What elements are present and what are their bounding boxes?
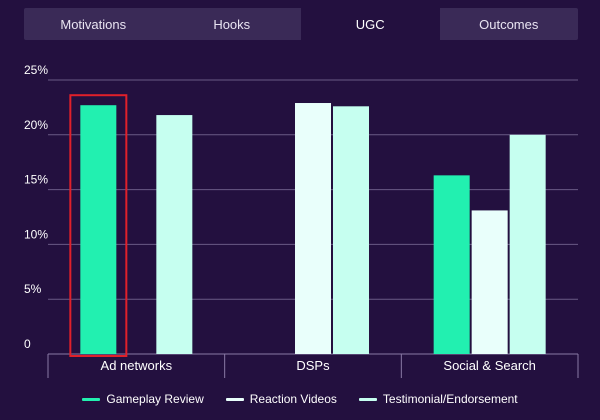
legend-swatch-testimonial-endorsement [358,397,377,401]
bar-testimonial-endorsement-ad-networks [156,115,193,355]
bar-testimonial-endorsement-social-search [509,134,546,354]
y-tick-label: 5% [24,282,42,296]
y-tick-label: 0 [24,337,31,351]
bar-reaction-videos-dsps [295,103,331,355]
x-tick-label: Social & Search [443,358,536,373]
legend-label-gameplay-review: Gameplay Review [106,392,204,406]
x-tick-label: DSPs [296,358,330,373]
highlight-box [69,94,128,357]
bar-gameplay-review-ad-networks [80,105,117,354]
chart-legend: Gameplay Review Reaction Videos Testimon… [0,392,600,406]
tab-ugc[interactable]: UGC [301,8,440,40]
bar-gameplay-review-social-search [433,175,470,354]
tab-hooks[interactable]: Hooks [213,16,251,32]
legend-item-reaction-videos: Reaction Videos [225,392,337,406]
tab-outcomes[interactable]: Outcomes [479,16,539,32]
y-tick-label: 25% [24,63,48,77]
bar-reaction-videos-social-search [471,210,508,354]
y-tick-label: 10% [24,227,48,241]
legend-swatch-gameplay-review [82,397,101,401]
legend-item-testimonial-endorsement: Testimonial/Endorsement [358,392,518,406]
legend-label-reaction-videos: Reaction Videos [249,392,337,406]
legend-label-testimonial-endorsement: Testimonial/Endorsement [382,392,518,406]
legend-item-gameplay-review: Gameplay Review [82,392,204,406]
tab-motivations[interactable]: Motivations [60,16,127,32]
x-tick-label: Ad networks [101,358,173,373]
tab-bar: Motivations Hooks UGC Outcomes [24,8,578,40]
y-tick-label: 15% [24,173,48,187]
bar-testimonial-endorsement-dsps [333,106,369,354]
legend-swatch-reaction-videos [225,397,244,401]
y-tick-label: 20% [24,118,48,132]
